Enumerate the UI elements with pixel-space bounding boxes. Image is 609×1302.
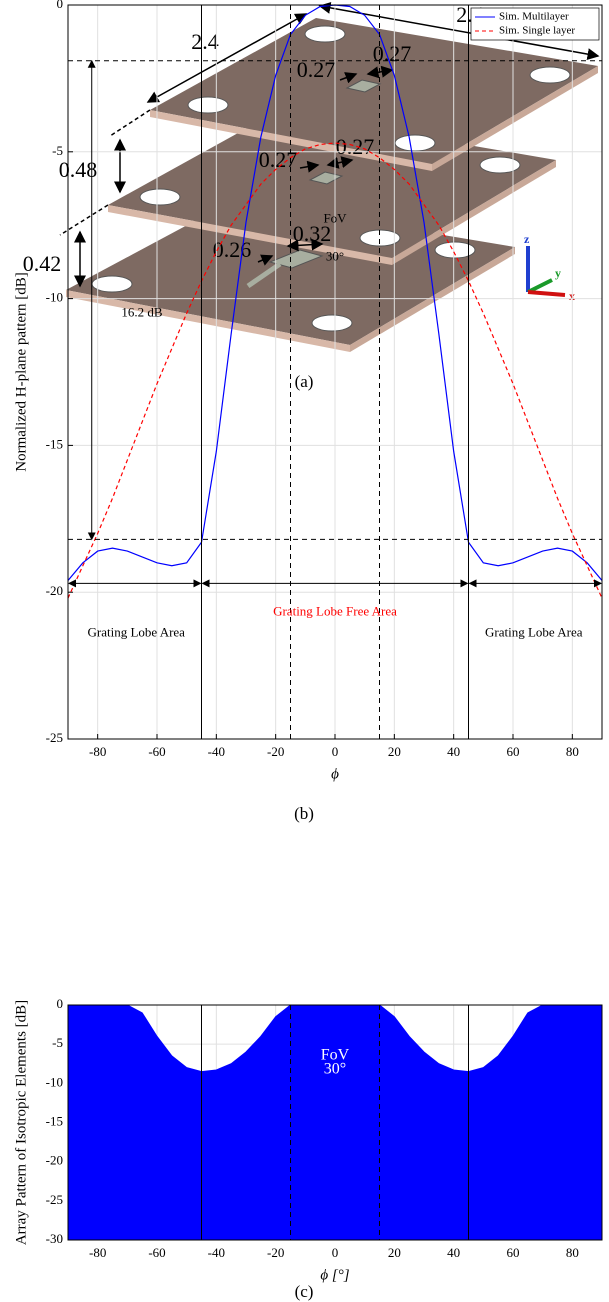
y-tick-label: -5 <box>52 143 63 158</box>
annotation: 30° <box>326 248 344 263</box>
x-tick-label: 80 <box>566 744 579 759</box>
y-axis-label: Normalized H-plane pattern [dB] <box>13 272 29 472</box>
y-tick-label: -30 <box>46 1231 63 1246</box>
x-tick-label: -80 <box>89 1245 106 1260</box>
line <box>67 142 603 599</box>
x-tick-label: -60 <box>148 1245 165 1260</box>
x-tick-label: 0 <box>332 744 339 759</box>
x-tick-label: -20 <box>267 1245 284 1260</box>
dimension-label: 0.32 <box>293 221 332 246</box>
caption: (c) <box>295 1282 314 1301</box>
dimension-label: 0.26 <box>213 237 252 262</box>
x-axis-label: ϕ [°] <box>320 1267 349 1283</box>
annotation: Grating Lobe Area <box>485 624 583 639</box>
board-edge <box>350 247 515 352</box>
x-tick-label: -60 <box>148 744 165 759</box>
x-tick-label: -80 <box>89 744 106 759</box>
dimension-label: 2.4 <box>191 29 219 54</box>
y-tick-label: -20 <box>46 583 63 598</box>
feed-line <box>246 261 282 289</box>
dimension-lines <box>59 1 600 288</box>
annotation: Grating Lobe Free Area <box>273 604 397 619</box>
axis-label: z <box>524 232 530 246</box>
y-tick-label: -20 <box>46 1153 63 1168</box>
y-tick-label: -10 <box>46 290 63 305</box>
y-tick-label: -15 <box>46 436 63 451</box>
y-tick-label: -25 <box>46 1192 63 1207</box>
x-tick-label: 40 <box>447 744 460 759</box>
board-edge <box>432 66 598 171</box>
caption: (a) <box>295 372 314 391</box>
y-axis-label: Array Pattern of Isotropic Elements [dB] <box>13 1000 29 1245</box>
board-edge <box>66 290 350 352</box>
board-edge <box>392 160 556 265</box>
annotation: 16.2 dB <box>121 304 162 319</box>
axis-label: y <box>555 266 561 280</box>
y-tick-label: -5 <box>52 1035 63 1050</box>
x-tick-label: 20 <box>388 744 401 759</box>
dimension-label: 0.27 <box>336 134 375 159</box>
x-tick-label: 60 <box>507 1245 520 1260</box>
annotation: FoV <box>323 210 347 225</box>
x-tick-label: 20 <box>388 1245 401 1260</box>
y-tick-label: 0 <box>57 0 64 11</box>
x-tick-label: 40 <box>447 1245 460 1260</box>
caption: (b) <box>294 804 314 823</box>
plot-frame <box>67 4 603 740</box>
patch <box>308 171 344 185</box>
dimension-label: 0.42 <box>23 251 62 276</box>
legend-box <box>470 7 600 41</box>
x-axis-label: ϕ <box>331 766 339 782</box>
x-tick-label: -40 <box>208 744 225 759</box>
y-tick-label: -10 <box>46 1074 63 1089</box>
y-tick-label: -25 <box>46 730 63 745</box>
y-tick-label: -15 <box>46 1113 63 1128</box>
legend-label: Sim. Single layer <box>499 25 575 37</box>
axis-triad: z y x <box>524 232 575 303</box>
x-tick-label: -40 <box>208 1245 225 1260</box>
area <box>67 1004 603 1241</box>
y-tick-label: 0 <box>57 996 64 1011</box>
x-tick-label: 60 <box>507 744 520 759</box>
annotation: FoV <box>321 1047 350 1064</box>
stack-diagram: 2.4 2.4 0.27 0.27 0.27 0.27 0.26 0.32 0.… <box>23 1 600 391</box>
annotation: Grating Lobe Area <box>87 624 185 639</box>
dimension-label: 0.27 <box>259 147 298 172</box>
annotation: 30° <box>324 1061 346 1078</box>
x-tick-label: -20 <box>267 744 284 759</box>
plot-frame <box>67 1004 603 1241</box>
legend-label: Sim. Multilayer <box>499 11 569 23</box>
x-tick-label: 0 <box>332 1245 339 1260</box>
patch <box>268 249 324 269</box>
x-tick-label: 80 <box>566 1245 579 1260</box>
dimension-label: 0.27 <box>373 41 412 66</box>
